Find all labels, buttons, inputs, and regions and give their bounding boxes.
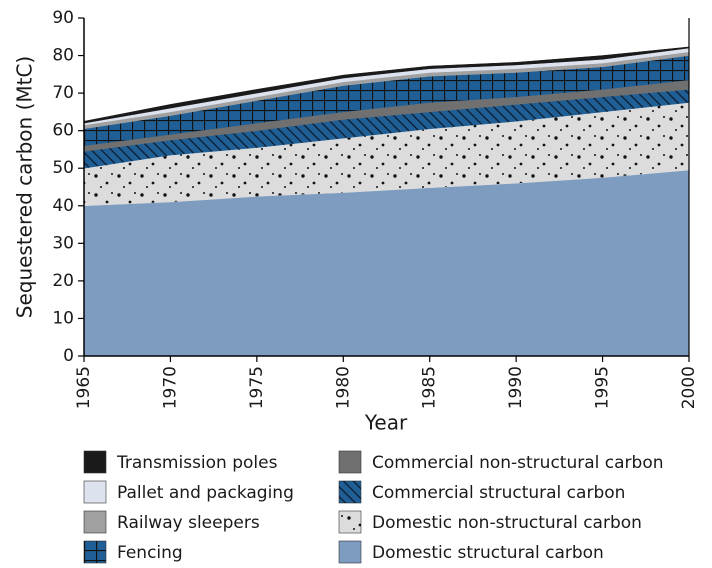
legend-swatch-pattern: [84, 541, 106, 563]
x-tick-label: 1965: [74, 366, 94, 409]
legend-swatch: [83, 510, 107, 534]
y-tick-label: 20: [52, 271, 74, 291]
legend-swatch: [83, 480, 107, 504]
x-tick-label: 1990: [506, 366, 526, 409]
area-pattern: [84, 102, 689, 206]
y-tick-label: 0: [63, 346, 74, 366]
legend-label: Railway sleepers: [117, 513, 260, 533]
legend-swatch: [83, 450, 107, 474]
legend-swatch: [338, 540, 362, 564]
area-pattern: [84, 89, 689, 169]
x-tick-label: 1980: [333, 366, 353, 409]
legend-label: Transmission poles: [116, 453, 278, 473]
y-tick-label: 10: [52, 308, 74, 328]
y-tick-label: 90: [52, 8, 74, 28]
x-tick-label: 2000: [679, 366, 699, 409]
x-tick-label: 1995: [593, 366, 613, 409]
legend-swatch-pattern: [339, 481, 361, 503]
legend-label: Pallet and packaging: [117, 483, 294, 503]
y-tick-label: 30: [52, 233, 74, 253]
legend-label: Fencing: [117, 543, 183, 563]
area-pattern: [84, 55, 689, 146]
legend-swatch: [338, 450, 362, 474]
x-axis-label: Year: [364, 411, 408, 435]
y-tick-label: 60: [52, 121, 74, 141]
y-tick-label: 50: [52, 158, 74, 178]
x-tick-label: 1975: [247, 366, 267, 409]
legend-label: Domestic structural carbon: [372, 543, 604, 563]
legend-swatch-pattern: [339, 511, 361, 533]
y-tick-label: 70: [52, 83, 74, 103]
x-tick-label: 1985: [420, 366, 440, 409]
x-tick-label: 1970: [160, 366, 180, 409]
y-axis-label: Sequestered carbon (MtC): [13, 56, 37, 319]
y-tick-label: 80: [52, 46, 74, 66]
legend-label: Commercial non-structural carbon: [372, 453, 664, 473]
legend-label: Domestic non-structural carbon: [372, 513, 642, 533]
y-tick-label: 40: [52, 196, 74, 216]
legend-label: Commercial structural carbon: [372, 483, 625, 503]
